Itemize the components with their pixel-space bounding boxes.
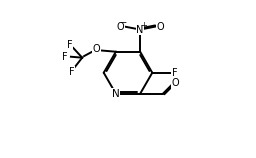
Text: N: N bbox=[136, 25, 144, 35]
Text: F: F bbox=[69, 67, 74, 77]
Text: O: O bbox=[117, 22, 124, 32]
Text: F: F bbox=[62, 52, 68, 62]
Text: O: O bbox=[172, 78, 179, 88]
Text: N: N bbox=[112, 89, 120, 99]
Text: F: F bbox=[172, 68, 177, 78]
Text: +: + bbox=[140, 21, 147, 30]
Text: −: − bbox=[119, 17, 126, 26]
Text: F: F bbox=[67, 40, 72, 50]
Text: O: O bbox=[92, 44, 100, 54]
Text: O: O bbox=[156, 22, 164, 32]
